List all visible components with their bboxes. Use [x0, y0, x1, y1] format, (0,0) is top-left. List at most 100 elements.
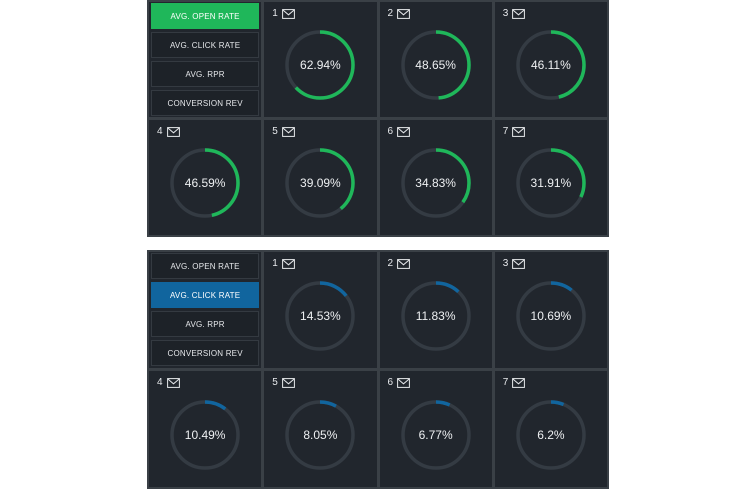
email-number: 7 — [502, 126, 509, 137]
rate-value: 8.05% — [303, 427, 338, 442]
progress-ring: 8.05% — [284, 399, 356, 471]
rate-value: 11.83% — [415, 308, 456, 323]
email-card[interactable]: 4 10.49% — [149, 371, 262, 487]
card-header: 7 — [503, 377, 526, 388]
card-header: 3 — [503, 258, 526, 269]
rate-value: 14.53% — [300, 308, 341, 323]
email-card[interactable]: 2 11.83% — [379, 252, 492, 368]
rate-value: 6.77% — [418, 427, 453, 442]
ring-progress-arc — [170, 148, 240, 218]
ring-progress-arc — [516, 400, 586, 470]
mail-icon — [397, 258, 410, 269]
rate-value: 10.49% — [184, 427, 226, 442]
card-header: 2 — [388, 8, 411, 19]
email-card[interactable]: 6 34.83% — [379, 120, 492, 235]
progress-ring: 48.65% — [400, 29, 472, 101]
avg-open-rate-button[interactable]: AVG. OPEN RATE — [151, 253, 260, 279]
email-number: 4 — [157, 377, 163, 388]
card-header: 4 — [157, 126, 180, 137]
progress-ring: 39.09% — [284, 147, 356, 219]
email-card[interactable]: 1 14.53% — [264, 252, 377, 368]
avg-click-rate-button[interactable]: AVG. CLICK RATE — [151, 282, 260, 308]
mail-icon — [512, 377, 526, 388]
ring-progress-arc — [285, 30, 356, 100]
ring-progress-arc — [285, 148, 356, 218]
metrics-grid: AVG. OPEN RATE AVG. CLICK RATE AVG. RPR … — [149, 252, 607, 487]
progress-ring: 10.69% — [515, 280, 587, 352]
card-header: 3 — [503, 8, 526, 19]
metrics-grid: AVG. OPEN RATE AVG. CLICK RATE AVG. RPR … — [149, 2, 607, 235]
email-card[interactable]: 3 10.69% — [494, 252, 607, 368]
ring-progress-arc — [170, 400, 240, 470]
email-card[interactable]: 5 8.05% — [264, 371, 377, 487]
mail-icon — [166, 377, 180, 388]
email-number: 3 — [502, 258, 509, 269]
email-number: 3 — [502, 8, 509, 19]
mail-icon — [281, 126, 295, 137]
progress-ring: 62.94% — [284, 29, 356, 101]
email-number: 6 — [387, 377, 394, 388]
email-card[interactable]: 5 39.09% — [264, 120, 377, 235]
card-header: 1 — [272, 258, 295, 269]
ring-progress-arc — [516, 30, 586, 100]
mail-icon — [512, 258, 526, 269]
ring-progress-arc — [400, 30, 471, 100]
progress-ring: 6.77% — [400, 399, 472, 471]
avg-rpr-button[interactable]: AVG. RPR — [151, 61, 260, 87]
ring-progress-arc — [285, 400, 356, 470]
mail-icon — [512, 126, 526, 137]
mail-icon — [166, 126, 180, 137]
card-header: 5 — [272, 126, 295, 137]
progress-ring: 10.49% — [169, 399, 241, 471]
email-number: 1 — [272, 258, 278, 269]
email-number: 7 — [502, 377, 509, 388]
rate-value: 34.83% — [415, 176, 456, 191]
rate-value: 6.2% — [537, 427, 565, 442]
card-header: 1 — [272, 8, 295, 19]
click-rate-panel: AVG. OPEN RATE AVG. CLICK RATE AVG. RPR … — [147, 250, 609, 489]
ring-progress-arc — [400, 281, 471, 351]
mail-icon — [397, 377, 410, 388]
rate-value: 46.11% — [530, 58, 571, 73]
metric-menu: AVG. OPEN RATE AVG. CLICK RATE AVG. RPR … — [149, 2, 262, 117]
rate-value: 46.59% — [184, 176, 226, 191]
email-number: 2 — [387, 258, 394, 269]
email-card[interactable]: 6 6.77% — [379, 371, 492, 487]
email-number: 6 — [387, 126, 394, 137]
card-header: 6 — [388, 126, 411, 137]
card-header: 2 — [388, 258, 411, 269]
conversion-rev-button[interactable]: CONVERSION REV — [151, 340, 260, 366]
card-header: 4 — [157, 377, 180, 388]
mail-icon — [281, 258, 295, 269]
rate-value: 31.91% — [530, 176, 572, 191]
email-card[interactable]: 2 48.65% — [379, 2, 492, 117]
email-card[interactable]: 7 31.91% — [494, 120, 607, 235]
progress-ring: 14.53% — [284, 280, 356, 352]
ring-progress-arc — [285, 281, 356, 351]
progress-ring: 46.11% — [515, 29, 587, 101]
rate-value: 10.69% — [530, 308, 572, 323]
email-number: 2 — [387, 8, 394, 19]
open-rate-panel: AVG. OPEN RATE AVG. CLICK RATE AVG. RPR … — [147, 0, 609, 237]
rate-value: 48.65% — [415, 58, 456, 73]
email-number: 5 — [272, 126, 278, 137]
avg-open-rate-button[interactable]: AVG. OPEN RATE — [151, 3, 260, 29]
email-card[interactable]: 3 46.11% — [494, 2, 607, 117]
avg-click-rate-button[interactable]: AVG. CLICK RATE — [151, 32, 260, 58]
mail-icon — [397, 8, 410, 19]
ring-progress-arc — [516, 281, 586, 351]
progress-ring: 11.83% — [400, 280, 472, 352]
avg-rpr-button[interactable]: AVG. RPR — [151, 311, 260, 337]
email-card[interactable]: 7 6.2% — [494, 371, 607, 487]
mail-icon — [512, 8, 526, 19]
ring-progress-arc — [516, 148, 586, 218]
email-card[interactable]: 1 62.94% — [264, 2, 377, 117]
mail-icon — [281, 377, 295, 388]
ring-progress-arc — [400, 148, 471, 218]
email-number: 4 — [157, 126, 163, 137]
progress-ring: 34.83% — [400, 147, 472, 219]
email-card[interactable]: 4 46.59% — [149, 120, 262, 235]
progress-ring: 6.2% — [515, 399, 587, 471]
conversion-rev-button[interactable]: CONVERSION REV — [151, 90, 260, 116]
progress-ring: 31.91% — [515, 147, 587, 219]
